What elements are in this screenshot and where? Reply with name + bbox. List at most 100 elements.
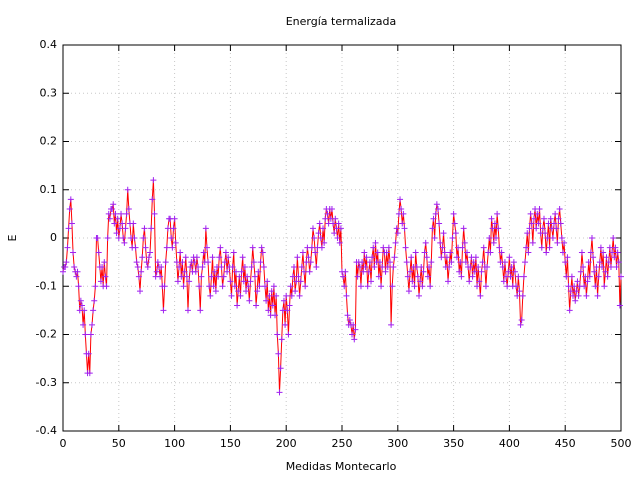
data-point bbox=[75, 283, 82, 290]
data-point bbox=[134, 263, 141, 270]
data-point bbox=[446, 263, 453, 270]
data-point bbox=[217, 244, 224, 251]
data-point bbox=[222, 249, 229, 256]
data-point bbox=[616, 302, 623, 309]
y-tick-label: 0.4 bbox=[40, 38, 58, 51]
data-point bbox=[78, 302, 85, 309]
data-point bbox=[257, 259, 264, 266]
x-tick-label: 0 bbox=[60, 437, 67, 450]
data-point bbox=[296, 292, 303, 299]
data-point bbox=[486, 235, 493, 241]
data-point bbox=[110, 201, 117, 208]
y-tick-label: 0 bbox=[50, 231, 57, 244]
data-point bbox=[350, 321, 357, 328]
y-tick-label: -0.4 bbox=[36, 424, 57, 437]
data-point bbox=[246, 297, 253, 304]
data-point bbox=[232, 268, 239, 275]
data-point bbox=[116, 225, 123, 232]
data-point bbox=[366, 259, 373, 266]
data-point bbox=[520, 273, 527, 280]
data-point bbox=[192, 268, 199, 275]
data-point bbox=[394, 230, 401, 237]
data-point bbox=[471, 268, 478, 275]
data-point bbox=[405, 288, 412, 295]
data-point bbox=[99, 263, 106, 270]
data-point bbox=[389, 283, 396, 290]
data-point bbox=[523, 244, 530, 251]
data-point bbox=[273, 292, 280, 299]
data-point bbox=[590, 254, 597, 261]
data-point bbox=[609, 249, 616, 256]
data-point bbox=[227, 278, 234, 285]
data-point bbox=[359, 259, 366, 266]
data-point bbox=[611, 254, 618, 261]
data-point bbox=[491, 220, 498, 227]
data-point bbox=[171, 215, 178, 222]
data-point bbox=[137, 288, 144, 295]
data-point bbox=[301, 268, 308, 275]
data-point bbox=[404, 273, 411, 280]
data-point bbox=[431, 235, 438, 241]
data-point bbox=[361, 249, 368, 256]
data-point bbox=[513, 283, 520, 290]
data-point bbox=[105, 210, 112, 217]
data-point bbox=[253, 302, 260, 309]
data-point bbox=[106, 215, 113, 222]
data-point bbox=[585, 259, 592, 266]
data-point bbox=[149, 196, 156, 203]
data-point bbox=[70, 249, 77, 256]
data-point bbox=[259, 249, 266, 256]
data-point bbox=[71, 263, 78, 270]
data-point bbox=[124, 186, 131, 193]
data-point bbox=[558, 235, 565, 241]
data-point bbox=[368, 278, 375, 285]
data-point bbox=[174, 278, 181, 285]
data-point bbox=[522, 259, 529, 266]
data-point bbox=[187, 263, 194, 270]
data-point bbox=[566, 307, 573, 314]
data-point bbox=[255, 268, 262, 275]
data-point bbox=[472, 254, 479, 261]
data-point bbox=[456, 268, 463, 275]
data-point bbox=[302, 283, 309, 290]
data-point bbox=[370, 244, 377, 251]
data-point bbox=[476, 278, 483, 285]
data-point bbox=[196, 283, 203, 290]
data-point bbox=[597, 244, 604, 251]
data-point bbox=[517, 321, 524, 328]
data-point bbox=[248, 263, 255, 270]
data-point bbox=[263, 297, 270, 304]
data-point bbox=[276, 389, 283, 396]
data-point bbox=[533, 225, 540, 232]
data-point bbox=[119, 220, 126, 227]
data-point bbox=[111, 220, 118, 227]
data-point bbox=[307, 259, 314, 266]
data-point bbox=[542, 230, 549, 237]
data-point bbox=[511, 268, 518, 275]
data-point bbox=[121, 239, 128, 246]
data-point bbox=[311, 235, 318, 241]
data-point bbox=[268, 288, 275, 295]
data-point bbox=[606, 244, 613, 251]
plot-frame bbox=[62, 44, 622, 432]
data-point bbox=[474, 283, 481, 290]
data-point bbox=[437, 239, 444, 246]
data-point bbox=[344, 312, 351, 319]
data-point bbox=[392, 239, 399, 246]
data-point bbox=[477, 292, 484, 299]
x-tick-label: 300 bbox=[387, 437, 408, 450]
data-point bbox=[231, 283, 238, 290]
data-point bbox=[288, 292, 295, 299]
data-point bbox=[337, 225, 344, 232]
data-point bbox=[545, 220, 552, 227]
data-point bbox=[403, 259, 410, 266]
data-point bbox=[85, 350, 92, 357]
data-point bbox=[328, 206, 335, 213]
data-point bbox=[463, 249, 470, 256]
data-point bbox=[140, 235, 147, 241]
y-tick-label: 0.2 bbox=[40, 135, 58, 148]
data-point bbox=[525, 249, 532, 256]
data-point bbox=[94, 235, 101, 241]
x-tick-label: 500 bbox=[611, 437, 632, 450]
data-point bbox=[150, 177, 157, 184]
